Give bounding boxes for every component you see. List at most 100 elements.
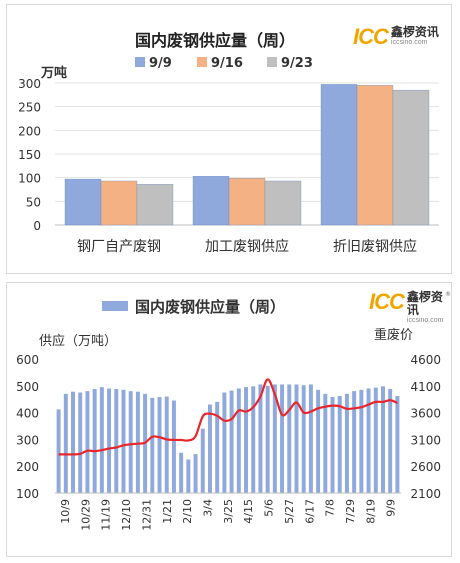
supply-bar-21 <box>207 404 212 493</box>
supply-bar-42 <box>359 389 364 493</box>
price-line <box>58 378 398 456</box>
bar-9-9-0 <box>64 178 102 226</box>
chart-panel-weekly-supply-price: 国内废钢供应量（周） 供应（万吨） 重废价 100 200 300 400 500 600 210… <box>6 282 452 557</box>
supply-bar-44 <box>373 387 378 493</box>
logo-mark: ICC <box>353 24 389 49</box>
y-tick-label-left: 500 <box>16 380 39 394</box>
y-tick-label-right: 3100 <box>410 433 441 447</box>
y-tick-label-left: 400 <box>16 407 39 421</box>
logo-registered-mark: ® <box>445 291 451 298</box>
supply-bar-33 <box>294 384 299 493</box>
y-tick-label: 150 <box>18 148 41 162</box>
x-tick-label: 11/19 <box>100 499 113 531</box>
supply-bar-36 <box>316 389 321 493</box>
x-tick-label: 4/15 <box>242 499 255 524</box>
x-tick-label: 10/9 <box>59 499 72 524</box>
y-tick-label-left: 600 <box>16 353 39 367</box>
supply-bar-43 <box>366 388 371 493</box>
bar-9-9-1 <box>192 176 230 226</box>
supply-bar-38 <box>330 397 335 493</box>
y-tick-label: 300 <box>18 77 41 91</box>
supply-bar-2 <box>71 391 76 493</box>
x-tick-label: 2/10 <box>181 499 194 524</box>
y-tick-label-left: 200 <box>16 460 39 474</box>
bar-9-9-2 <box>320 84 358 226</box>
icc-logo-2: ICC 鑫椤资讯 iccsino.com ® <box>369 291 451 325</box>
supply-bar-16 <box>171 400 176 493</box>
supply-bar-31 <box>280 384 285 493</box>
legend-swatch <box>267 57 277 67</box>
bar-9-16-1 <box>228 177 266 226</box>
logo-mark-2: ICC <box>369 289 405 314</box>
y-tick-label: 0 <box>33 219 41 233</box>
supply-bar-9 <box>121 389 126 493</box>
icc-logo: ICC 鑫椤资讯 iccsino.com <box>353 26 439 48</box>
supply-bar-41 <box>352 391 357 493</box>
supply-bar-29 <box>265 385 270 493</box>
x-tick-label: 6/17 <box>303 499 316 524</box>
supply-bar-30 <box>272 384 277 493</box>
x-tick-label: 7/29 <box>344 499 357 524</box>
logo-name: 鑫椤资讯 <box>390 25 439 39</box>
y-tick-label-left: 100 <box>16 487 39 501</box>
supply-bar-13 <box>150 397 155 493</box>
supply-bar-10 <box>128 391 133 493</box>
logo-name-2: 鑫椤资讯 <box>406 290 443 317</box>
legend-swatch <box>135 57 145 67</box>
y-tick-label-right: 2600 <box>410 460 441 474</box>
y-tick-label: 100 <box>18 172 41 186</box>
y-tick-label-right: 3600 <box>410 407 441 421</box>
x-tick-label: 12/10 <box>120 499 133 531</box>
x-tick-label: 9/9 <box>385 499 398 517</box>
supply-bar-11 <box>135 391 140 493</box>
supply-bar-34 <box>301 385 306 493</box>
legend-label: 国内废钢供应量（周） <box>135 298 285 316</box>
x-tick-label: 3/25 <box>222 499 235 524</box>
x-category-label: 折旧废钢供应 <box>333 238 417 255</box>
supply-bar-6 <box>99 387 104 493</box>
bar-9-16-0 <box>100 180 138 226</box>
legend-swatch <box>197 57 207 67</box>
y-axis-title-left: 供应（万吨） <box>39 333 117 349</box>
y-tick-label: 50 <box>26 195 41 209</box>
supply-bar-35 <box>308 384 313 493</box>
bar-9-16-2 <box>356 85 394 226</box>
x-category-label: 钢厂自产废钢 <box>77 239 161 255</box>
x-tick-label: 5/27 <box>283 499 296 524</box>
bar-chart-1: 国内废钢供应量（周） 9/9 9/16 9/23 万吨 0 50 100 150 200 250 30… <box>18 31 439 255</box>
x-tick-label: 5/6 <box>263 499 276 517</box>
x-tick-label: 10/29 <box>79 499 92 531</box>
x-category-label: 加工废钢供应 <box>205 238 289 255</box>
y-tick-label-right: 4100 <box>410 380 441 394</box>
y-axis-unit: 万吨 <box>40 65 67 81</box>
supply-bar-47 <box>395 395 400 493</box>
bar-9-23-2 <box>392 89 430 226</box>
x-tick-label: 8/19 <box>364 499 377 524</box>
bar-9-23-0 <box>136 184 174 226</box>
chart-panel-supply-by-source: 国内废钢供应量（周） 9/9 9/16 9/23 万吨 0 50 100 150 200 250 30… <box>6 4 452 274</box>
supply-bar-28 <box>258 384 263 493</box>
supply-bar-20 <box>200 428 205 493</box>
supply-bar-1 <box>63 393 68 493</box>
supply-bar-26 <box>244 387 249 493</box>
legend-swatch-supply <box>102 301 128 311</box>
supply-bar-25 <box>236 388 241 493</box>
bar-line-chart-2: 国内废钢供应量（周） 供应（万吨） 重废价 100 200 300 400 500 600 210… <box>16 298 441 531</box>
supply-bar-22 <box>215 401 220 493</box>
supply-bar-37 <box>323 393 328 493</box>
supply-bar-45 <box>380 386 385 493</box>
supply-bar-18 <box>186 459 191 493</box>
supply-bar-15 <box>164 396 169 493</box>
x-tick-label: 3/4 <box>201 499 214 517</box>
y-axis-title-right: 重废价 <box>374 327 413 343</box>
supply-bar-8 <box>114 389 119 493</box>
supply-bar-4 <box>85 391 90 493</box>
legend-label: 9/16 <box>211 56 243 71</box>
logo-site-2: iccsino.com <box>406 317 444 324</box>
x-tick-label: 1/21 <box>161 499 174 524</box>
supply-bar-5 <box>92 389 97 493</box>
supply-bar-32 <box>287 384 292 493</box>
legend-label: 9/23 <box>281 56 313 71</box>
supply-bar-17 <box>179 452 184 493</box>
supply-bar-23 <box>222 392 227 493</box>
